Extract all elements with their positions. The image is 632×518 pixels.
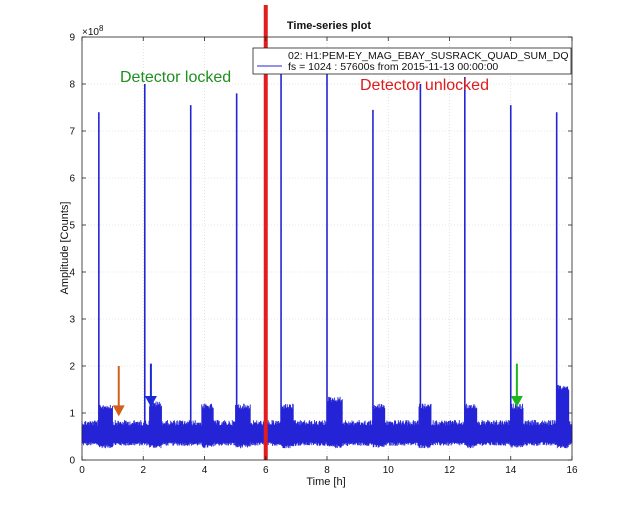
x-tick-label: 16 bbox=[566, 465, 578, 476]
x-tick-label: 6 bbox=[263, 465, 269, 476]
legend-box bbox=[252, 47, 572, 75]
annotation-detector-unlocked: Detector unlocked bbox=[360, 77, 489, 94]
y-tick-label: 6 bbox=[69, 174, 75, 185]
y-tick-label: 5 bbox=[69, 221, 75, 232]
x-tick-label: 0 bbox=[79, 465, 85, 476]
x-tick-label: 10 bbox=[383, 465, 395, 476]
chart-title: Time-series plot bbox=[287, 20, 371, 32]
x-tick-label: 4 bbox=[202, 465, 208, 476]
y-tick-label: 3 bbox=[69, 315, 75, 326]
arrow-head bbox=[112, 405, 125, 417]
y-tick-label: 4 bbox=[69, 268, 75, 279]
y-tick-label: 1 bbox=[69, 409, 75, 420]
arrows-layer bbox=[112, 363, 523, 417]
y-axis-label: Amplitude [Counts] bbox=[59, 202, 71, 295]
x-axis-ticks: 0 2 4 6 8 10 12 14 16 bbox=[79, 37, 578, 476]
x-tick-label: 12 bbox=[444, 465, 456, 476]
y-axis-scale-factor: ×108 bbox=[82, 24, 104, 38]
x-tick-label: 2 bbox=[140, 465, 146, 476]
y-tick-label: 2 bbox=[69, 362, 75, 373]
x-tick-label: 14 bbox=[505, 465, 517, 476]
legend-line-2: fs = 1024 : 57600s from 2015-11-13 00:00… bbox=[288, 61, 498, 73]
x-tick-label: 8 bbox=[324, 465, 330, 476]
legend: 02: H1:PEM-EY_MAG_EBAY_SUSRACK_QUAD_SUM_… bbox=[252, 47, 572, 75]
y-tick-label: 9 bbox=[69, 33, 75, 44]
arrow-head bbox=[144, 395, 157, 407]
legend-line-1: 02: H1:PEM-EY_MAG_EBAY_SUSRACK_QUAD_SUM_… bbox=[288, 50, 568, 62]
y-tick-label: 7 bbox=[69, 127, 75, 138]
y-scale-exponent: 8 bbox=[99, 24, 104, 33]
y-axis-ticks: 0 1 2 3 4 5 6 7 8 9 bbox=[69, 33, 572, 467]
annotation-detector-locked: Detector locked bbox=[120, 69, 231, 86]
y-scale-base: ×10 bbox=[82, 27, 99, 38]
y-tick-label: 0 bbox=[69, 456, 75, 467]
arrow-head bbox=[510, 395, 523, 407]
x-axis-label: Time [h] bbox=[306, 476, 345, 488]
y-tick-label: 8 bbox=[69, 80, 75, 91]
series-layer bbox=[81, 69, 573, 449]
